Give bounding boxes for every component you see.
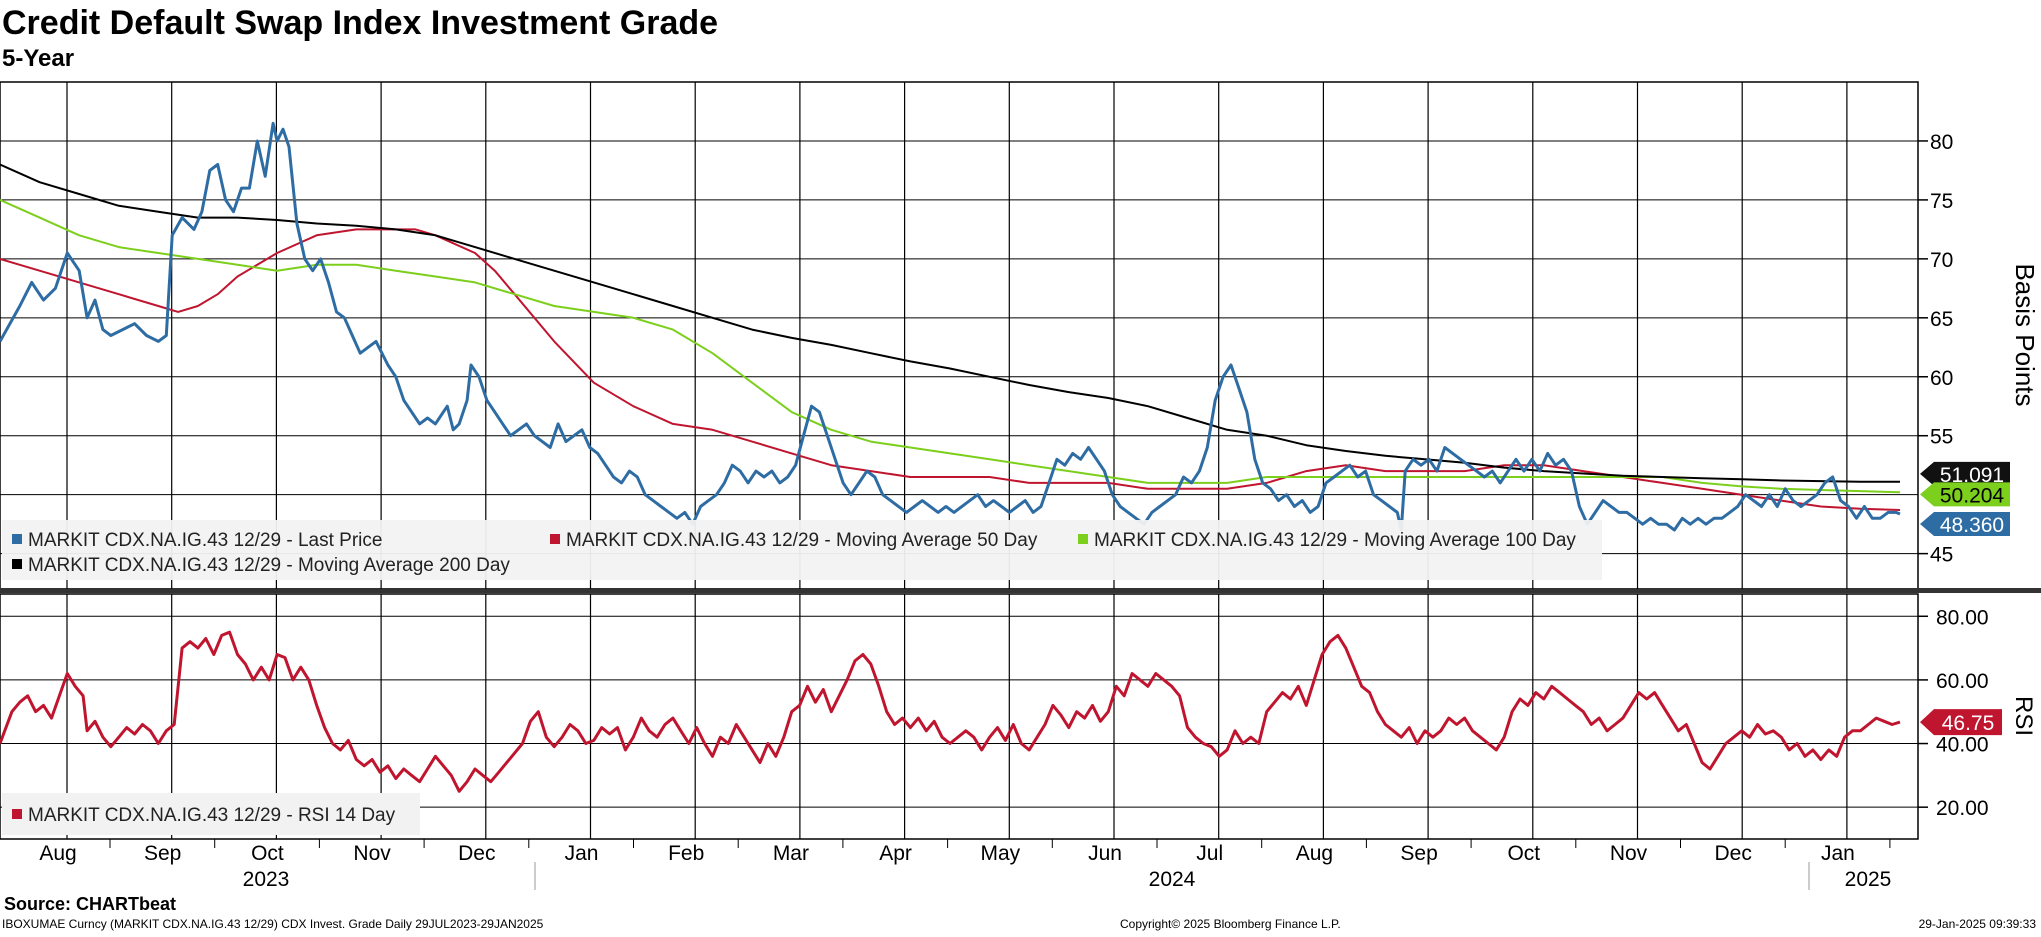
lower-y-tick-label: 60.00 (1936, 670, 1989, 693)
timestamp: 29-Jan-2025 09:39:33 (1919, 917, 2037, 931)
x-month-label: Mar (773, 842, 809, 865)
upper-y-tick-label: 45 (1930, 544, 1953, 567)
x-month-label: Sep (1400, 842, 1437, 865)
copyright: Copyright© 2025 Bloomberg Finance L.P. (1120, 917, 1341, 931)
legend-swatch-last-price (12, 534, 22, 544)
legend-label-ma50: MARKIT CDX.NA.IG.43 12/29 - Moving Avera… (566, 530, 1038, 551)
x-axis: Aug Sep Oct Nov Dec Jan Feb Mar Apr May Jun Jul Aug S… (39, 839, 1891, 891)
ticker-info: IBOXUMAE Curncy (MARKIT CDX.NA.IG.43 12/… (2, 917, 544, 931)
lower-y-axis-title: RSI (2010, 696, 2037, 736)
x-month-label: Sep (144, 842, 181, 865)
lower-y-tick-label: 20.00 (1936, 797, 1989, 820)
legend-label-ma200: MARKIT CDX.NA.IG.43 12/29 - Moving Avera… (28, 555, 510, 576)
rsi-last-value-badge (1920, 709, 2002, 736)
lower-grid (0, 594, 1918, 839)
x-month-label: Nov (353, 842, 391, 865)
upper-legend: MARKIT CDX.NA.IG.43 12/29 - Last Price M… (2, 520, 1602, 580)
x-month-label: Dec (458, 842, 495, 865)
last-value-badge (1920, 512, 2010, 537)
upper-y-tick-label: 75 (1930, 190, 1953, 213)
last-value-badge (1920, 461, 2010, 486)
x-month-label: Dec (1715, 842, 1752, 865)
x-month-label: Feb (668, 842, 704, 865)
lower-series-line (0, 630, 1901, 793)
x-month-label: Jan (1821, 842, 1855, 865)
legend-swatch-rsi (12, 809, 22, 819)
x-month-label: Nov (1610, 842, 1648, 865)
x-year-label: 2024 (1149, 868, 1196, 891)
upper-y-tick-label: 70 (1930, 249, 1953, 272)
legend-swatch-ma50 (550, 534, 560, 544)
lower-y-axis: 80.00 60.00 40.00 20.00 (1918, 606, 1989, 820)
x-month-label: May (980, 842, 1020, 865)
legend-swatch-ma200 (12, 559, 22, 569)
x-month-label: Aug (1296, 842, 1333, 865)
rsi-last-value-text: 46.75 (1942, 712, 1995, 735)
source-label: Source: CHARTbeat (4, 894, 176, 914)
x-month-label: Aug (39, 842, 76, 865)
lower-y-tick-label: 80.00 (1936, 606, 1989, 629)
upper-series-lines (0, 121, 1901, 532)
lower-series-lines (0, 630, 1901, 793)
upper-y-tick-label: 80 (1930, 131, 1953, 154)
last-value-text: 48.360 (1940, 514, 2004, 537)
lower-legend: MARKIT CDX.NA.IG.43 12/29 - RSI 14 Day (2, 793, 420, 835)
legend-swatch-ma100 (1078, 534, 1088, 544)
legend-label-ma100: MARKIT CDX.NA.IG.43 12/29 - Moving Avera… (1094, 530, 1576, 551)
x-month-label: Jan (565, 842, 599, 865)
last-value-text: 51.091 (1940, 464, 2004, 487)
upper-y-tick-label: 55 (1930, 426, 1953, 449)
last-value-badge (1920, 482, 2010, 507)
x-month-label: Jun (1088, 842, 1122, 865)
legend-label-last-price: MARKIT CDX.NA.IG.43 12/29 - Last Price (28, 530, 382, 551)
chart-title: Credit Default Swap Index Investment Gra… (2, 4, 718, 42)
upper-series-line (0, 163, 1901, 483)
upper-y-tick-label: 65 (1930, 308, 1953, 331)
x-year-label: 2025 (1845, 868, 1892, 891)
upper-series-line (0, 121, 1901, 532)
chart-subtitle: 5-Year (2, 45, 74, 72)
last-value-text: 50.204 (1940, 484, 2005, 507)
x-month-label: Jul (1196, 842, 1223, 865)
upper-panel-frame (0, 81, 1919, 590)
lower-y-tick-label: 40.00 (1936, 734, 1989, 757)
upper-series-line (0, 228, 1901, 511)
x-year-label: 2023 (243, 868, 290, 891)
legend-label-rsi: MARKIT CDX.NA.IG.43 12/29 - RSI 14 Day (28, 805, 396, 826)
x-month-label: Oct (1507, 842, 1540, 865)
panel-divider[interactable] (0, 588, 2041, 593)
upper-y-tick-label: 60 (1930, 367, 1953, 390)
x-month-label: Oct (251, 842, 284, 865)
upper-y-axis-title: Basis Points (2010, 263, 2040, 406)
upper-y-axis: 80 75 70 65 60 55 45 (1918, 131, 1953, 567)
x-month-label: Apr (879, 842, 912, 865)
